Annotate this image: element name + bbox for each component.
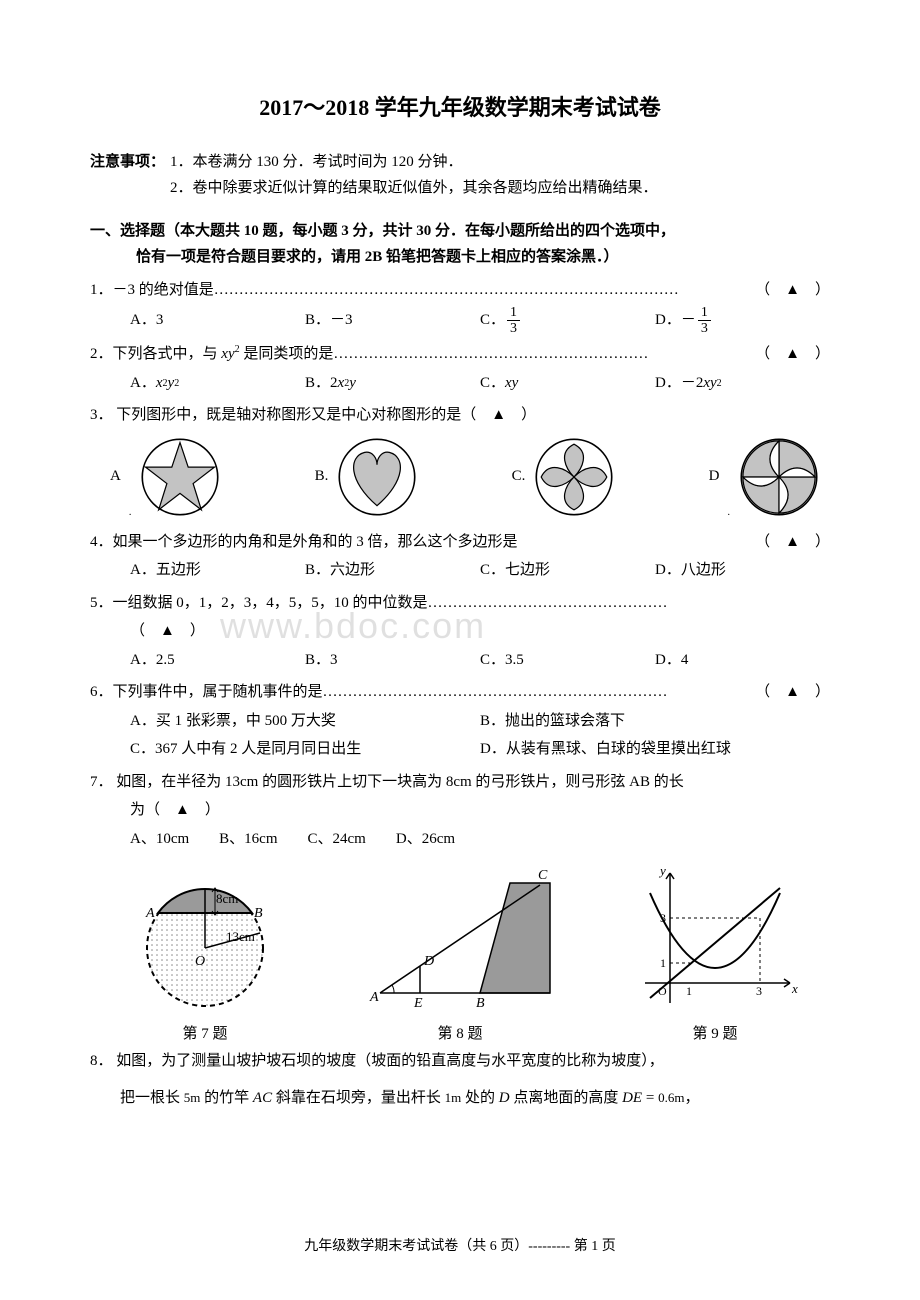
q6-optD: D．从装有黑球、白球的袋里摸出红球 xyxy=(480,735,830,764)
svg-text:E: E xyxy=(413,996,423,1011)
fig8-label: 第 8 题 xyxy=(350,1022,570,1043)
q2-optC: C．xy xyxy=(480,369,655,398)
q5-optD: D．4 xyxy=(655,646,830,675)
q5-optB: B．3 xyxy=(305,646,480,675)
notice-line1: 1．本卷满分 130 分．考试时间为 120 分钟． xyxy=(170,150,463,176)
svg-text:3: 3 xyxy=(756,984,762,998)
svg-text:13cm: 13cm xyxy=(226,929,255,944)
q7-text2: 为（ ▲ ） xyxy=(130,796,830,825)
section1-head: 一、选择题（本大题共 10 题，每小题 3 分，共计 30 分．在每小题所给出的… xyxy=(90,219,830,270)
notice-label: 注意事项： xyxy=(90,150,170,176)
svg-text:x: x xyxy=(791,981,798,996)
q4-text: 如果一个多边形的内角和是外角和的 3 倍，那么这个多边形是 xyxy=(113,528,518,557)
q8-text: 如图，为了测量山坡护坡石坝的坡度（坡面的铅直高度与水平宽度的比称为坡度）， xyxy=(116,1053,664,1069)
fig7-label: 第 7 题 xyxy=(120,1022,290,1043)
section1-head1: 一、选择题（本大题共 10 题，每小题 3 分，共计 30 分．在每小题所给出的… xyxy=(90,219,830,245)
pinwheel-icon xyxy=(738,436,820,518)
circle-chord-diagram: A B O 8cm 13cm xyxy=(120,863,290,1013)
question-8: 8． 如图，为了测量山坡护坡石坝的坡度（坡面的铅直高度与水平宽度的比称为坡度），… xyxy=(90,1047,830,1112)
q8-num: 8． xyxy=(90,1053,113,1069)
q7-num: 7． xyxy=(90,774,113,790)
q2-text: 下列各式中，与 xy2 是同类项的是 xyxy=(113,340,334,369)
parabola-line-diagram: x y O 3 1 1 3 xyxy=(630,863,800,1013)
q4-optB: B．六边形 xyxy=(305,556,480,585)
q6-optA: A．买 1 张彩票，中 500 万大奖 xyxy=(130,707,480,736)
figures-row: A B O 8cm 13cm 第 7 题 A B C D E 第 8 题 xyxy=(120,863,800,1043)
svg-text:8cm: 8cm xyxy=(216,891,238,906)
q7-optD: D、26cm xyxy=(396,825,455,854)
clover-icon xyxy=(533,436,615,518)
watermark: www.bdoc.com xyxy=(220,605,486,647)
notice-block: 注意事项： 1．本卷满分 130 分．考试时间为 120 分钟． 2．卷中除要求… xyxy=(90,150,830,201)
q6-text: 下列事件中，属于随机事件的是 xyxy=(113,678,323,707)
q1-optC: C． 13 xyxy=(480,305,655,337)
svg-text:B: B xyxy=(476,996,485,1011)
q3-num: 3． xyxy=(90,407,113,423)
q5-optA: A．2.5 xyxy=(130,646,305,675)
q1-text: －3 的绝对值是 xyxy=(113,276,214,305)
q5-optC: C．3.5 xyxy=(480,646,655,675)
figure-8: A B C D E 第 8 题 xyxy=(350,863,570,1043)
svg-text:O: O xyxy=(195,954,205,969)
question-2: 2． 下列各式中，与 xy2 是同类项的是 ………………………………………………… xyxy=(90,340,830,397)
page-footer: 九年级数学期末考试试卷（共 6 页）--------- 第 1 页 xyxy=(0,1235,920,1255)
q4-mark: （ ▲ ） xyxy=(755,528,830,557)
question-1: 1． －3 的绝对值是 …………………………………………………………………………… xyxy=(90,276,830,336)
question-3: 3． 下列图形中，既是轴对称图形又是中心对称图形的是（ ▲ ） xyxy=(90,401,830,430)
heart-icon xyxy=(336,436,418,518)
q2-num: 2． xyxy=(90,340,113,369)
q1-mark: （ ▲ ） xyxy=(755,276,830,305)
figure-7: A B O 8cm 13cm 第 7 题 xyxy=(120,863,290,1043)
q3-shapeD: D. xyxy=(709,436,820,518)
q4-optD: D．八边形 xyxy=(655,556,830,585)
q6-mark: （ ▲ ） xyxy=(755,678,830,707)
svg-text:1: 1 xyxy=(686,984,692,998)
q7-optB: B、16cm xyxy=(219,825,277,854)
star-icon xyxy=(139,436,221,518)
q2-optD: D．－2xy2 xyxy=(655,369,830,398)
svg-text:1: 1 xyxy=(660,956,666,970)
q7-optC: C、24cm xyxy=(308,825,366,854)
slope-diagram: A B C D E xyxy=(350,863,570,1013)
page-title: 2017～2018 学年九年级数学期末考试试卷 xyxy=(90,90,830,122)
q1-optA: A．3 xyxy=(130,306,305,335)
question-7: 7． 如图，在半径为 13cm 的圆形铁片上切下一块高为 8cm 的弓形铁片，则… xyxy=(90,768,830,854)
svg-text:B: B xyxy=(254,906,263,921)
q3-shapes: A. B. C. D. xyxy=(110,436,820,518)
q5-num: 5． xyxy=(90,589,113,618)
q6-optB: B．抛出的篮球会落下 xyxy=(480,707,830,736)
q2-optA: A．x2y2 xyxy=(130,369,305,398)
svg-text:A: A xyxy=(145,906,155,921)
notice-line2: 2．卷中除要求近似计算的结果取近似值外，其余各题均应给出精确结果． xyxy=(170,176,830,202)
q6-num: 6． xyxy=(90,678,113,707)
question-4: 4． 如果一个多边形的内角和是外角和的 3 倍，那么这个多边形是 （ ▲ ） A… xyxy=(90,528,830,585)
q4-num: 4． xyxy=(90,528,113,557)
question-6: 6． 下列事件中，属于随机事件的是 …………………………………………………………… xyxy=(90,678,830,764)
q2-mark: （ ▲ ） xyxy=(755,340,830,369)
q7-text: 如图，在半径为 13cm 的圆形铁片上切下一块高为 8cm 的弓形铁片，则弓形弦… xyxy=(116,774,684,790)
svg-text:C: C xyxy=(538,868,548,883)
figure-9: x y O 3 1 1 3 第 9 题 xyxy=(630,863,800,1043)
q7-optA: A、10cm xyxy=(130,825,189,854)
q4-optA: A．五边形 xyxy=(130,556,305,585)
svg-text:y: y xyxy=(658,863,666,878)
q3-shapeA: A. xyxy=(110,436,221,518)
q3-text: 下列图形中，既是轴对称图形又是中心对称图形的是（ ▲ ） xyxy=(116,407,536,423)
section1-head2: 恰有一项是符合题目要求的，请用 2B 铅笔把答题卡上相应的答案涂黑．） xyxy=(136,245,830,271)
svg-text:A: A xyxy=(369,990,379,1005)
svg-text:3: 3 xyxy=(660,911,666,925)
q1-num: 1． xyxy=(90,276,113,305)
q6-optC: C．367 人中有 2 人是同月同日出生 xyxy=(130,735,480,764)
q3-shapeC: C. xyxy=(512,436,616,518)
q8-text2: 把一根长 5m 的竹竿 AC 斜靠在石坝旁，量出杆长 1m 处的 D 点离地面的… xyxy=(120,1084,830,1113)
q2-optB: B．2x2y xyxy=(305,369,480,398)
svg-text:D: D xyxy=(423,954,434,969)
q1-optB: B．－3 xyxy=(305,306,480,335)
q4-optC: C．七边形 xyxy=(480,556,655,585)
q3-shapeB: B. xyxy=(315,436,419,518)
fig9-label: 第 9 题 xyxy=(630,1022,800,1043)
q1-optD: D．－ 13 xyxy=(655,305,830,337)
